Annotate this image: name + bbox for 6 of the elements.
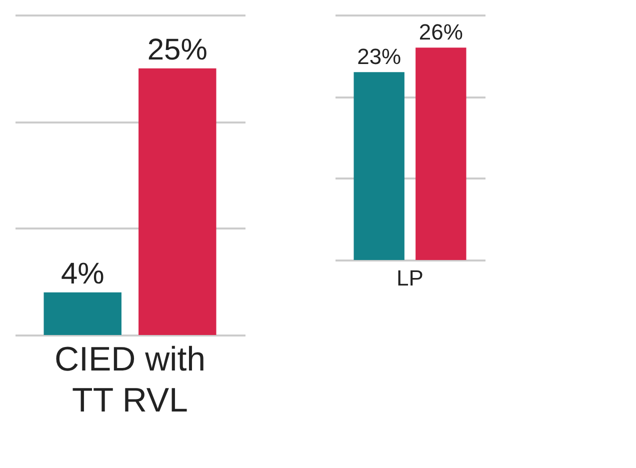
x-tick-label: CIED with TT RVL bbox=[54, 340, 206, 420]
x-tick-label: LP bbox=[396, 266, 424, 290]
data-label: 23% bbox=[357, 44, 402, 70]
data-label: 25% bbox=[147, 33, 208, 66]
data-label: 26% bbox=[418, 20, 463, 45]
data-label: 4% bbox=[60, 257, 104, 290]
